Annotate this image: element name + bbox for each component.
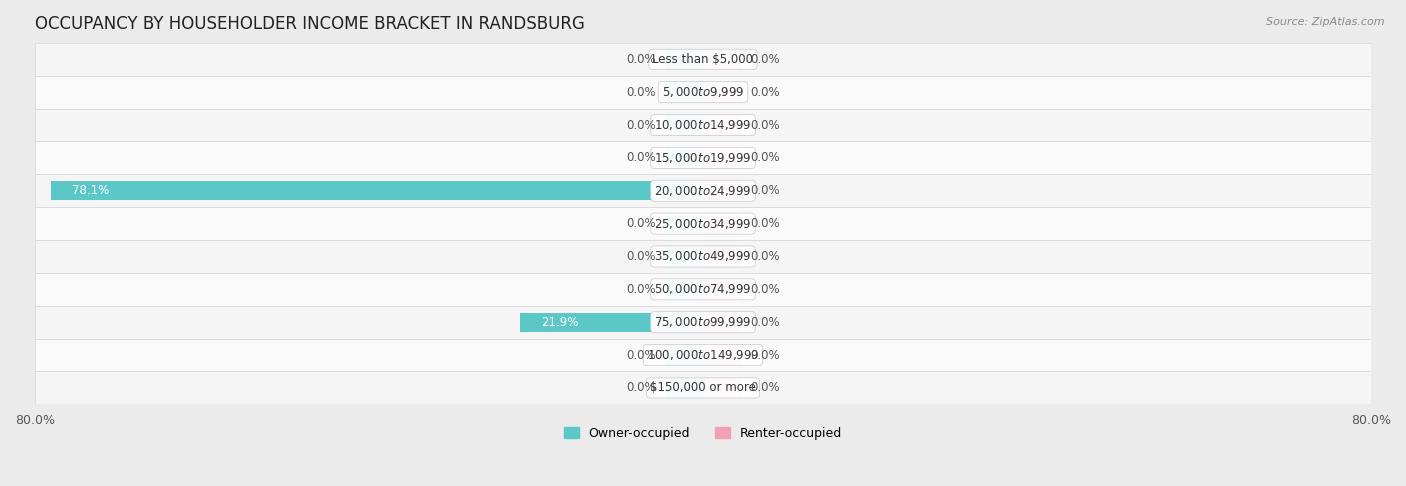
Text: 0.0%: 0.0% <box>751 283 780 296</box>
Bar <box>703 378 741 398</box>
Bar <box>703 148 741 167</box>
Bar <box>35 43 1371 76</box>
Bar <box>665 247 703 266</box>
Bar <box>665 50 703 69</box>
Text: 0.0%: 0.0% <box>751 53 780 66</box>
Bar <box>35 207 1371 240</box>
Bar <box>665 148 703 167</box>
Text: 0.0%: 0.0% <box>751 217 780 230</box>
Text: 0.0%: 0.0% <box>626 250 655 263</box>
Text: 0.0%: 0.0% <box>626 119 655 132</box>
Text: $10,000 to $14,999: $10,000 to $14,999 <box>654 118 752 132</box>
Bar <box>35 240 1371 273</box>
Text: 0.0%: 0.0% <box>751 348 780 362</box>
Text: $35,000 to $49,999: $35,000 to $49,999 <box>654 249 752 263</box>
Text: 0.0%: 0.0% <box>626 86 655 99</box>
Bar <box>665 214 703 233</box>
Text: $25,000 to $34,999: $25,000 to $34,999 <box>654 217 752 230</box>
Bar <box>520 312 703 331</box>
Text: 78.1%: 78.1% <box>72 184 110 197</box>
Text: 0.0%: 0.0% <box>751 184 780 197</box>
Text: $5,000 to $9,999: $5,000 to $9,999 <box>662 85 744 99</box>
Bar <box>35 76 1371 108</box>
Bar <box>703 280 741 299</box>
Bar <box>665 280 703 299</box>
Text: OCCUPANCY BY HOUSEHOLDER INCOME BRACKET IN RANDSBURG: OCCUPANCY BY HOUSEHOLDER INCOME BRACKET … <box>35 15 585 33</box>
Bar <box>35 306 1371 339</box>
Bar <box>35 174 1371 207</box>
Text: 0.0%: 0.0% <box>751 382 780 394</box>
Bar <box>703 116 741 135</box>
Bar <box>51 181 703 200</box>
Bar <box>703 346 741 364</box>
Text: 0.0%: 0.0% <box>626 217 655 230</box>
Text: $50,000 to $74,999: $50,000 to $74,999 <box>654 282 752 296</box>
Bar <box>703 312 741 331</box>
Text: 0.0%: 0.0% <box>626 283 655 296</box>
Text: Source: ZipAtlas.com: Source: ZipAtlas.com <box>1267 17 1385 27</box>
Text: 0.0%: 0.0% <box>626 348 655 362</box>
Bar <box>665 346 703 364</box>
Text: $20,000 to $24,999: $20,000 to $24,999 <box>654 184 752 198</box>
Text: $150,000 or more: $150,000 or more <box>650 382 756 394</box>
Text: 0.0%: 0.0% <box>626 53 655 66</box>
Bar <box>35 141 1371 174</box>
Bar <box>703 247 741 266</box>
Bar <box>665 116 703 135</box>
Bar <box>665 378 703 398</box>
Bar <box>35 108 1371 141</box>
Text: Less than $5,000: Less than $5,000 <box>652 53 754 66</box>
Text: 0.0%: 0.0% <box>751 86 780 99</box>
Bar <box>665 83 703 102</box>
Legend: Owner-occupied, Renter-occupied: Owner-occupied, Renter-occupied <box>558 422 848 445</box>
Bar <box>703 181 741 200</box>
Bar <box>35 339 1371 371</box>
Text: 0.0%: 0.0% <box>626 151 655 164</box>
Text: $75,000 to $99,999: $75,000 to $99,999 <box>654 315 752 329</box>
Bar <box>703 50 741 69</box>
Text: 0.0%: 0.0% <box>751 119 780 132</box>
Text: $100,000 to $149,999: $100,000 to $149,999 <box>647 348 759 362</box>
Text: 0.0%: 0.0% <box>751 151 780 164</box>
Text: 0.0%: 0.0% <box>751 316 780 329</box>
Text: 0.0%: 0.0% <box>751 250 780 263</box>
Bar <box>703 214 741 233</box>
Bar <box>35 371 1371 404</box>
Bar <box>703 83 741 102</box>
Text: $15,000 to $19,999: $15,000 to $19,999 <box>654 151 752 165</box>
Text: 0.0%: 0.0% <box>626 382 655 394</box>
Bar <box>35 273 1371 306</box>
Text: 21.9%: 21.9% <box>541 316 578 329</box>
